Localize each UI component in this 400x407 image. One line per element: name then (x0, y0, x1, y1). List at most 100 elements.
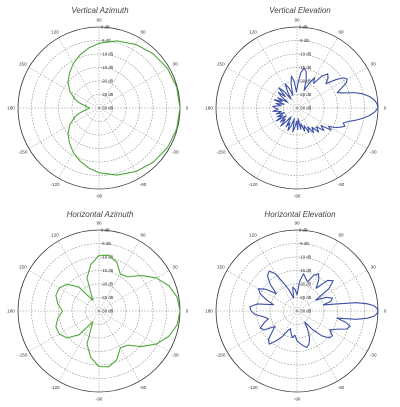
angle-tick-label: -30 (172, 353, 179, 358)
radial-tick-label: -15 dB (299, 268, 312, 273)
angle-tick-label: 120 (51, 232, 59, 237)
radial-tick-label: -30 dB (101, 309, 114, 314)
angle-tick-label: 150 (19, 62, 27, 67)
radial-tick-label: -20 dB (101, 282, 114, 287)
grid-spoke (256, 37, 298, 109)
grid-spoke (226, 270, 298, 312)
radial-tick-label: -25 dB (299, 92, 312, 97)
angle-tick-label: -150 (18, 353, 28, 358)
radial-tick-label: 0 dB (101, 25, 110, 30)
angle-tick-label: 30 (371, 62, 377, 67)
pattern-trace (272, 67, 379, 134)
angle-tick-label: 180 (7, 106, 15, 111)
panel-title: Horizontal Azimuth (66, 210, 134, 219)
angle-tick-label: -90 (96, 194, 103, 199)
angle-tick-label: -120 (248, 385, 258, 390)
angle-tick-label: -60 (338, 385, 345, 390)
grid-spoke (28, 107, 100, 149)
angle-tick-label: 120 (249, 29, 257, 34)
panel-vertical-azimuth: Vertical Azimuth 0 30 60 90 120 150 180 -150 -12… (0, 0, 200, 203)
angle-tick-label: 90 (294, 18, 300, 23)
radial-tick-label: -15 dB (299, 65, 312, 70)
angle-tick-label: -150 (216, 150, 226, 155)
angle-tick-label: 180 (205, 309, 213, 314)
angle-tick-label: -120 (248, 182, 258, 187)
angle-tick-label: -120 (50, 385, 60, 390)
radial-tick-label: -25 dB (299, 295, 312, 300)
angle-tick-label: 90 (294, 221, 300, 226)
radial-tick-label: 0 dB (299, 25, 308, 30)
radial-tick-label: -5 dB (101, 38, 111, 43)
grid-spoke (256, 107, 298, 179)
grid-spoke (28, 67, 100, 109)
angle-tick-label: 60 (338, 29, 344, 34)
angle-tick-label: 150 (217, 62, 225, 67)
angle-tick-label: -60 (338, 182, 345, 187)
grid-spoke (296, 107, 338, 179)
radial-tick-label: -30 dB (101, 106, 114, 111)
radial-tick-label: 0 dB (101, 228, 110, 233)
angle-tick-label: 150 (217, 265, 225, 270)
radial-tick-label: -10 dB (101, 52, 114, 57)
grid-spoke (296, 240, 338, 312)
angle-tick-label: -120 (50, 182, 60, 187)
grid-spoke (98, 240, 140, 312)
grid-spoke (98, 107, 140, 179)
polar-chart-vertical-elevation: 0 30 60 90 120 150 180 -150 -120 -90 -60 -30 0 dB -5 … (205, 18, 387, 199)
radial-tick-label: -25 dB (101, 92, 114, 97)
angle-tick-label: -150 (216, 353, 226, 358)
pattern-trace (67, 40, 181, 176)
grid-spoke (58, 107, 100, 179)
angle-tick-label: 90 (96, 18, 102, 23)
polar-chart-horizontal-azimuth: 0 30 60 90 120 150 180 -150 -120 -90 -60 -30 0 dB -5 … (7, 221, 189, 402)
angle-tick-label: 180 (205, 106, 213, 111)
angle-tick-label: 90 (96, 221, 102, 226)
angle-tick-label: -90 (294, 397, 301, 402)
angle-tick-label: 0 (384, 106, 387, 111)
radial-tick-label: -10 dB (101, 255, 114, 260)
radial-tick-label: -20 dB (299, 282, 312, 287)
grid-spoke (28, 270, 100, 312)
grid-spoke (256, 310, 298, 382)
angle-tick-label: -90 (96, 397, 103, 402)
polar-chart-horizontal-elevation: 0 30 60 90 120 150 180 -150 -120 -90 -60 -30 0 dB -5 … (205, 221, 387, 402)
pattern-trace (249, 270, 379, 349)
angle-tick-label: 0 (384, 309, 387, 314)
grid-spoke (98, 310, 170, 352)
polar-chart-vertical-azimuth: 0 30 60 90 120 150 180 -150 -120 -90 -60 -30 0 dB -5 … (7, 18, 189, 199)
grid-spoke (98, 107, 170, 149)
radial-tick-label: -15 dB (101, 65, 114, 70)
grid-spoke (58, 37, 100, 109)
angle-tick-label: 60 (140, 29, 146, 34)
panel-horizontal-elevation: Horizontal Elevation 0 30 60 90 120 150 180 -15… (200, 203, 400, 407)
radial-tick-label: -10 dB (299, 255, 312, 260)
panel-title: Vertical Azimuth (71, 6, 129, 15)
grid-spoke (296, 270, 368, 312)
radial-tick-label: -25 dB (101, 295, 114, 300)
angle-tick-label: 0 (186, 106, 189, 111)
radial-tick-label: -15 dB (101, 268, 114, 273)
panel-title: Horizontal Elevation (264, 210, 336, 219)
angle-tick-label: -90 (294, 194, 301, 199)
angle-tick-label: 120 (51, 29, 59, 34)
radial-tick-label: -5 dB (299, 241, 309, 246)
angle-tick-label: -60 (140, 182, 147, 187)
grid-spoke (98, 310, 140, 382)
panel-horizontal-azimuth: Horizontal Azimuth 0 30 60 90 120 150 180 -150 -… (0, 203, 200, 407)
angle-tick-label: 150 (19, 265, 27, 270)
radial-tick-label: -10 dB (299, 52, 312, 57)
radial-tick-label: -30 dB (299, 106, 312, 111)
angle-tick-label: -150 (18, 150, 28, 155)
grid-spoke (296, 310, 368, 352)
grid-spoke (296, 310, 338, 382)
pattern-trace (55, 254, 181, 368)
grid-spoke (296, 37, 338, 109)
grid-spoke (296, 67, 368, 109)
panel-title: Vertical Elevation (269, 6, 331, 15)
radial-tick-label: -20 dB (101, 79, 114, 84)
radial-tick-label: 0 dB (299, 228, 308, 233)
grid-spoke (98, 270, 170, 312)
grid-spoke (296, 107, 368, 149)
angle-tick-label: 30 (371, 265, 377, 270)
